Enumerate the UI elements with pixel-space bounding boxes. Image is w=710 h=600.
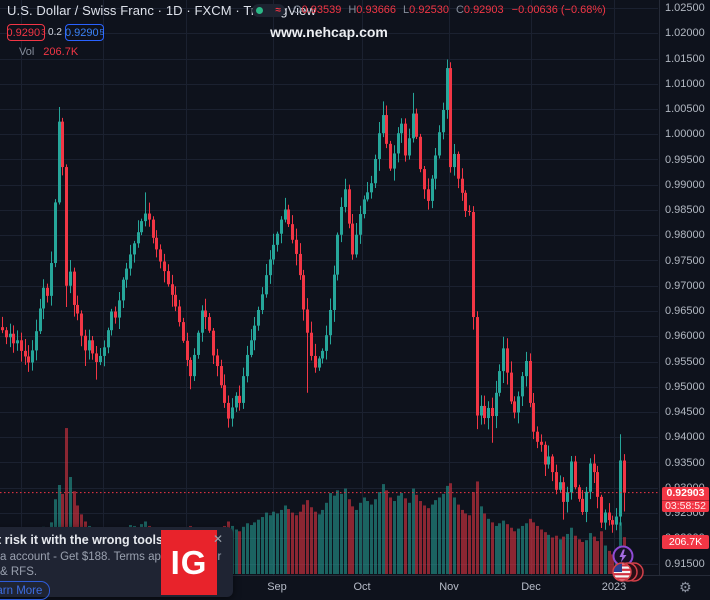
market-status-pill[interactable]: ≈ xyxy=(252,4,285,17)
change-value: −0.00636 (−0.68%) xyxy=(511,4,606,16)
price-axis-label: 0.96000 xyxy=(665,330,705,343)
time-axis-label: Oct xyxy=(353,581,371,593)
open-value: 0.93539 xyxy=(301,4,342,16)
price-axis[interactable]: 0.915000.920000.925000.930000.935000.940… xyxy=(659,0,710,575)
volume-readout: Vol 206.7K xyxy=(19,46,78,58)
ad-text-line2: & RFS. xyxy=(0,566,38,578)
sell-price: 0.9290 xyxy=(6,26,41,39)
close-value: 0.92903 xyxy=(463,4,504,16)
symbol-title[interactable]: U.S. Dollar / Swiss Franc · 1D · FXCM · … xyxy=(7,3,316,18)
learn-more-button[interactable]: Learn More xyxy=(0,581,50,600)
market-open-dot-icon xyxy=(256,7,263,14)
price-axis-label: 1.02000 xyxy=(665,27,705,40)
ig-logo[interactable]: IG xyxy=(161,530,217,595)
ad-popup: t risk it with the wrong tools a account… xyxy=(0,527,233,600)
volume-value: 206.7K xyxy=(43,46,79,58)
price-axis-label: 1.01500 xyxy=(665,52,705,65)
high-value: 0.93666 xyxy=(356,4,397,16)
price-axis-label: 0.99000 xyxy=(665,178,705,191)
open-label: O xyxy=(293,4,302,16)
price-axis-label: 1.02500 xyxy=(665,2,705,14)
price-axis-label: 0.96500 xyxy=(665,305,705,317)
time-axis-label: Nov xyxy=(439,581,459,593)
high-label: H xyxy=(348,4,357,16)
ohlc-readout: O0.93539 H0.93666 L0.92530 C0.92903 −0.00636… xyxy=(293,4,606,16)
price-axis-label: 0.91500 xyxy=(665,557,705,570)
bar-countdown-tag: 03:58:52 xyxy=(662,499,709,512)
gear-icon[interactable]: ⚙ xyxy=(679,579,692,595)
price-axis-label: 0.97500 xyxy=(665,254,705,267)
price-axis-label: 1.01000 xyxy=(665,77,705,90)
price-axis-label: 0.93500 xyxy=(665,456,705,469)
price-axis-label: 0.99500 xyxy=(665,153,705,166)
price-axis-label: 0.94500 xyxy=(665,406,705,418)
ad-close-icon[interactable]: ✕ xyxy=(212,532,224,546)
price-axis-label: 0.95000 xyxy=(665,380,705,393)
volume-label: Vol xyxy=(19,46,35,58)
low-value: 0.92530 xyxy=(409,4,449,16)
last-volume-tag: 206.7K xyxy=(662,535,709,549)
price-axis-label: 0.94000 xyxy=(665,431,705,444)
buy-button[interactable]: 0.9290 5 xyxy=(65,24,104,41)
price-axis-label: 1.00500 xyxy=(665,103,705,115)
price-axis-label: 1.00000 xyxy=(665,128,705,141)
price-axis-label: 0.97000 xyxy=(665,279,705,292)
spread-value: 0.2 xyxy=(48,27,62,38)
chart-corner-icons[interactable] xyxy=(608,541,652,585)
time-axis-label: 2023 xyxy=(601,581,627,593)
time-axis-label: Sep xyxy=(267,581,287,593)
price-axis-label: 0.98500 xyxy=(665,204,705,216)
currency-pair-flags-icon[interactable] xyxy=(612,562,644,582)
buy-price-sup: 5 xyxy=(99,27,105,37)
price-axis-label: 0.98000 xyxy=(665,229,705,242)
watermark: www.nehcap.com xyxy=(270,24,388,40)
sell-button[interactable]: 0.9290 3 xyxy=(6,24,46,41)
price-axis-label: 0.95500 xyxy=(665,355,705,368)
hot-symbol-icon: ≈ xyxy=(275,5,282,16)
ad-title: t risk it with the wrong tools xyxy=(0,533,163,547)
sell-price-sup: 3 xyxy=(41,27,46,37)
last-price-tag: 0.92903 xyxy=(662,487,709,500)
low-label: L xyxy=(403,4,410,16)
close-label: C xyxy=(455,4,464,16)
time-axis-label: Dec xyxy=(521,581,541,593)
buy-price: 0.9290 xyxy=(64,26,99,39)
